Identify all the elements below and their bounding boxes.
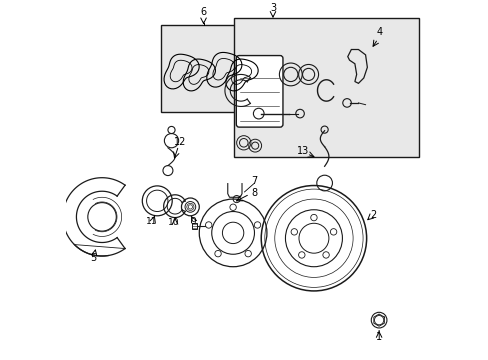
- FancyBboxPatch shape: [236, 55, 283, 127]
- Text: 9: 9: [190, 217, 195, 226]
- Text: 6: 6: [200, 8, 206, 17]
- Text: 4: 4: [376, 27, 382, 37]
- Text: 11: 11: [146, 217, 157, 226]
- Text: 1: 1: [375, 332, 382, 342]
- Bar: [233, 18, 418, 157]
- Text: 2: 2: [369, 210, 376, 220]
- Text: 10: 10: [168, 218, 180, 227]
- Text: 3: 3: [269, 3, 276, 13]
- Text: 7: 7: [251, 176, 257, 186]
- Text: 13: 13: [297, 146, 309, 156]
- Bar: [161, 24, 262, 112]
- Text: 12: 12: [174, 137, 186, 147]
- Text: 5: 5: [90, 253, 96, 263]
- Text: 8: 8: [251, 188, 257, 198]
